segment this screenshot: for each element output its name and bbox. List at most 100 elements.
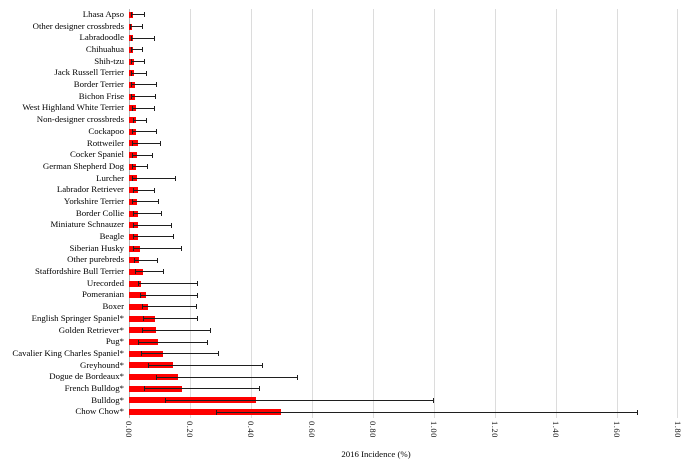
category-label: French Bulldog*: [64, 382, 124, 393]
error-bar-line: [133, 259, 158, 261]
error-bar-cap-right: [160, 211, 162, 216]
category-label: Lhasa Apso: [82, 9, 124, 19]
error-bar-line: [141, 306, 198, 308]
error-bar-cap-left: [132, 175, 134, 181]
category-label: Other purebreds: [67, 254, 124, 265]
error-bar-cap-right: [296, 374, 298, 380]
error-bar-cap-left: [133, 246, 135, 252]
error-bar-cap-right: [163, 269, 165, 275]
error-bar-line: [140, 353, 220, 355]
error-bar-cap-right: [145, 70, 147, 76]
gridline: [373, 9, 374, 418]
gridline: [312, 9, 313, 418]
x-tick-label: 0.00: [124, 421, 134, 438]
category-label: Cocker Spaniel: [70, 149, 124, 160]
error-bar-cap-right: [181, 246, 183, 252]
x-tick-label: 0.20: [185, 421, 195, 438]
error-bar-line: [132, 119, 147, 121]
category-label: Greyhound*: [80, 359, 124, 370]
error-bar-line: [148, 364, 263, 366]
error-bar-cap-left: [132, 199, 134, 205]
error-bar-cap-right: [141, 24, 143, 30]
error-bar-cap-right: [196, 316, 198, 322]
error-bar-line: [142, 318, 198, 320]
error-bar-cap-left: [132, 211, 134, 216]
category-label: German Shepherd Dog: [42, 160, 124, 171]
error-bar-cap-left: [132, 164, 134, 170]
error-bar-line: [139, 294, 199, 296]
category-label: Chow Chow*: [75, 406, 124, 417]
error-bar-cap-left: [142, 316, 144, 322]
error-bar-line: [132, 142, 161, 144]
error-bar-line: [135, 271, 165, 273]
category-label: Siberian Husky: [69, 242, 125, 253]
error-bar-cap-left: [131, 59, 133, 65]
error-bar-cap-right: [261, 362, 263, 368]
error-bar-line: [131, 107, 155, 109]
error-bar-cap-left: [132, 117, 134, 123]
error-bar-cap-left: [141, 327, 143, 333]
gridline: [495, 9, 496, 418]
category-label: West Highland White Terrier: [22, 102, 124, 113]
error-bar-cap-right: [154, 94, 156, 100]
error-bar-cap-right: [147, 164, 149, 170]
category-label: Pomeranian: [81, 289, 124, 300]
error-bar-cap-right: [158, 199, 160, 205]
error-bar-cap-left: [131, 94, 133, 100]
error-bar-line: [132, 166, 149, 168]
error-bar-cap-right: [142, 47, 144, 53]
error-bar-cap-right: [156, 257, 158, 263]
error-bar-line: [138, 341, 208, 343]
gridline: [556, 9, 557, 418]
error-bar-cap-right: [433, 397, 434, 403]
category-label: Chihuahua: [85, 44, 124, 55]
error-bar-line: [156, 376, 298, 378]
error-bar-cap-right: [173, 234, 175, 240]
error-bar-cap-left: [132, 187, 134, 193]
error-bar-cap-left: [131, 82, 133, 88]
category-label: Bichon Frise: [78, 90, 124, 101]
error-bar-cap-right: [153, 35, 155, 41]
error-bar-cap-left: [141, 304, 143, 310]
error-bar-cap-right: [197, 281, 199, 287]
error-bar-line: [130, 14, 145, 16]
error-bar-cap-right: [170, 222, 172, 228]
error-bar-cap-left: [140, 351, 142, 357]
error-bar-cap-right: [259, 386, 261, 392]
category-label: Cavalier King Charles Spaniel*: [12, 347, 124, 358]
error-bar-line: [133, 248, 183, 250]
category-label: Yorkshire Terrier: [63, 195, 124, 206]
x-tick-label: 1.80: [673, 421, 683, 438]
category-label: Urecorded: [86, 277, 124, 288]
bar: [129, 374, 179, 381]
error-bar-line: [132, 213, 162, 214]
category-label: Boxer: [102, 301, 125, 312]
category-label: Labradoodle: [79, 32, 124, 43]
category-label: Rottweiler: [86, 137, 124, 148]
error-bar-cap-left: [132, 222, 134, 228]
error-bar-line: [164, 399, 434, 401]
gridline: [434, 9, 435, 418]
category-label: Labrador Retriever: [56, 184, 124, 195]
category-label: Pug*: [105, 336, 124, 347]
error-bar-cap-left: [131, 70, 133, 76]
error-bar-cap-right: [159, 140, 161, 146]
bar: [129, 409, 281, 416]
error-bar-line: [132, 224, 172, 226]
error-bar-cap-right: [197, 292, 199, 298]
error-bar-line: [131, 131, 158, 133]
category-label: Bulldog*: [91, 394, 124, 405]
category-label: Staffordshire Bull Terrier: [35, 266, 124, 277]
bar: [129, 303, 149, 310]
x-tick-label: 0.60: [307, 421, 317, 438]
gridline: [190, 9, 191, 418]
category-label: Jack Russell Terrier: [54, 67, 124, 78]
error-bar-line: [131, 72, 147, 74]
gridline: [677, 9, 678, 418]
error-bar-line: [131, 61, 145, 63]
bar: [129, 280, 141, 287]
error-bar-cap-left: [148, 362, 150, 368]
error-bar-cap-left: [132, 140, 134, 146]
error-bar-cap-right: [196, 304, 198, 310]
